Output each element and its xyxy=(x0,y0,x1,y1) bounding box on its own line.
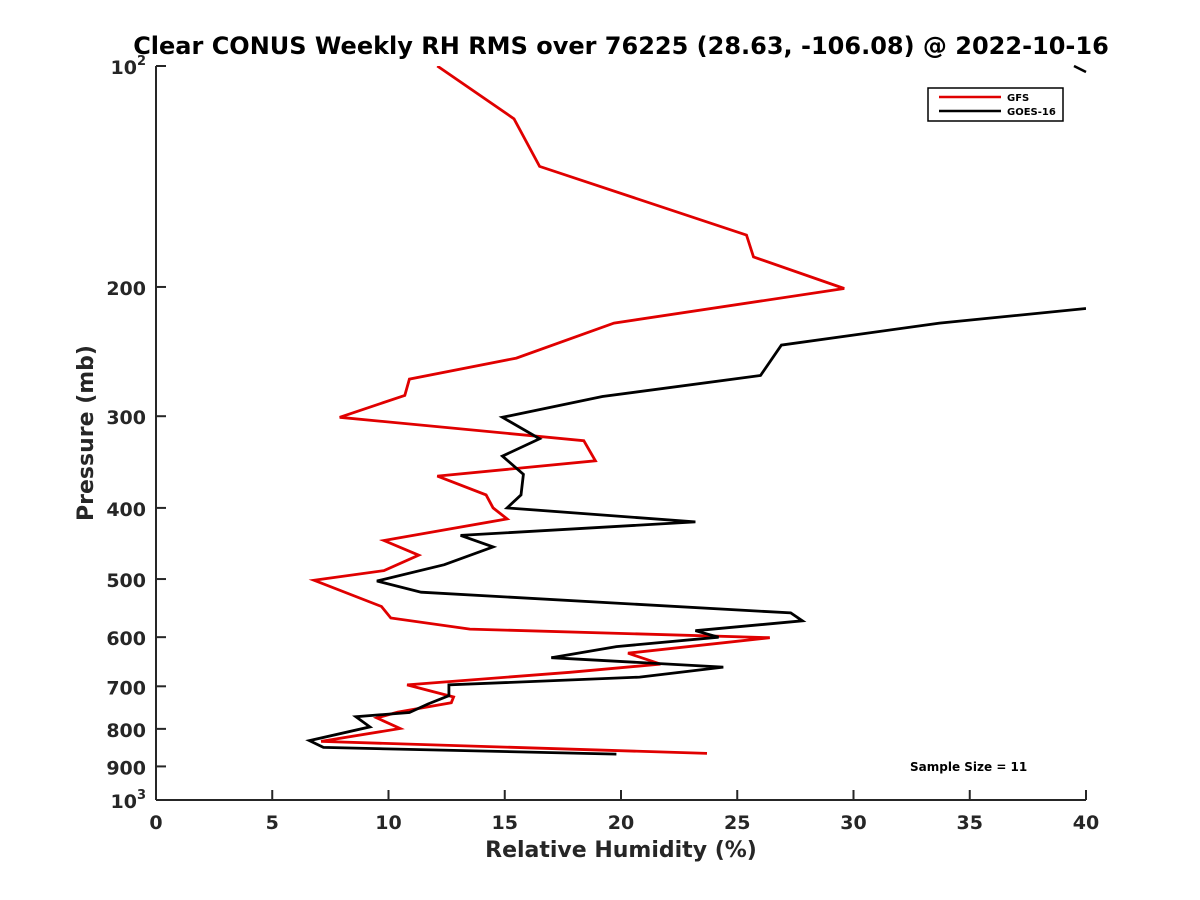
plot-area: 0 5 10 15 20 25 30 35 40102200300400500600700800… xyxy=(106,54,1099,834)
x-tick-label: 15 xyxy=(492,812,518,834)
y-axis-label: Pressure (mb) xyxy=(74,345,99,521)
corner-mark xyxy=(1073,64,1087,74)
series-line-goes16 xyxy=(305,307,1086,756)
y-tick-label: 700 xyxy=(106,677,146,699)
y-tick-exponent: 2 xyxy=(137,54,146,69)
x-tick-label: 10 xyxy=(375,812,401,834)
x-tick-label: 25 xyxy=(724,812,750,834)
y-tick-label: 200 xyxy=(106,278,146,300)
legend-box xyxy=(927,87,1064,122)
x-tick-label: 20 xyxy=(608,812,634,834)
legend-label-gfs: GFS xyxy=(1007,93,1029,104)
y-tick-label: 900 xyxy=(106,757,146,779)
legend-label-goes16: GOES-16 xyxy=(1007,107,1056,118)
x-tick-label: 30 xyxy=(840,812,866,834)
y-tick-label: 800 xyxy=(106,720,146,742)
x-tick-label: 5 xyxy=(266,812,279,834)
y-tick-label: 400 xyxy=(106,499,146,521)
series-line-gfs xyxy=(308,66,845,755)
y-tick-label: 600 xyxy=(106,628,146,650)
x-tick-label: 0 xyxy=(149,812,162,834)
y-tick-label: 500 xyxy=(106,570,146,592)
x-tick-label: 40 xyxy=(1073,812,1099,834)
legend: GFS GOES-16 xyxy=(927,87,1064,122)
x-axis-label: Relative Humidity (%) xyxy=(485,838,757,863)
y-tick-label: 300 xyxy=(106,407,146,429)
y-tick-exponent: 3 xyxy=(137,788,146,803)
chart-title: Clear CONUS Weekly RH RMS over 76225 (28… xyxy=(133,32,1109,60)
sample-size-annotation: Sample Size = 11 xyxy=(910,760,1027,774)
x-tick-label: 35 xyxy=(957,812,983,834)
